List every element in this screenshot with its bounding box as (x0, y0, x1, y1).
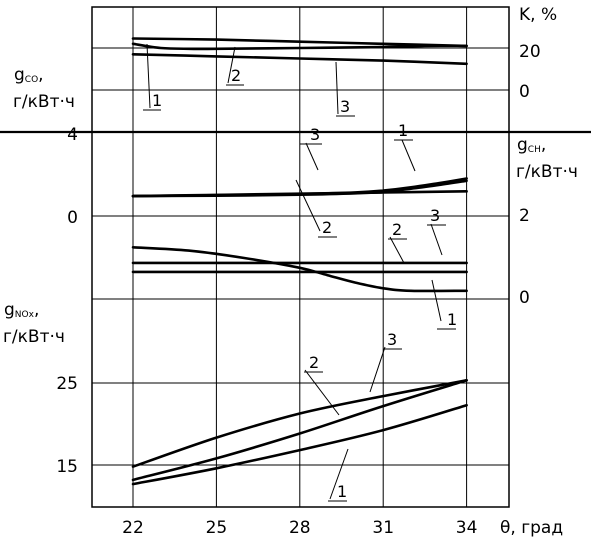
co-axis-label-unit: г/кВт·ч (13, 92, 75, 112)
co-label-leader (146, 43, 151, 109)
ch-left-tick: 0 (67, 208, 78, 228)
x-axis-label: θ, град (500, 518, 563, 538)
ch-series-label-3: 3 (310, 125, 320, 144)
co-series-2-line (131, 37, 468, 48)
nox-label-leader (304, 369, 340, 416)
nox-axis-label: gNOx, (4, 300, 39, 320)
k-series-label-2: 2 (392, 220, 402, 239)
co-series-3-line (131, 53, 468, 66)
nox-series-label-2: 2 (309, 353, 319, 372)
nox-series-label-3: 3 (387, 330, 397, 349)
nox-axis-label-unit: г/кВт·ч (3, 327, 65, 347)
k-right-tick: 20 (519, 42, 541, 62)
k-series-label-1: 1 (447, 310, 457, 329)
nox-series-2-line (131, 379, 468, 468)
k-label-leader (431, 279, 442, 322)
k-series-1-line (131, 246, 468, 293)
ch-series-label-2: 2 (322, 218, 332, 237)
ch-axis-label-unit: г/кВт·ч (516, 162, 578, 182)
ch-label-leader (295, 179, 321, 232)
axis-labels: θ, град gCO, г/кВт·ч gCH, г/кВт·ч gNOx, г/кВт·… (3, 5, 578, 538)
co-label-leader (335, 61, 339, 115)
x-tick-label: 22 (122, 518, 144, 538)
co-series-label-2: 2 (231, 66, 241, 85)
ch-label-leader (305, 142, 319, 171)
k-series-label-3: 3 (430, 206, 440, 225)
nox-series-1-line (131, 403, 468, 486)
ch-right-tick: 0 (519, 288, 530, 308)
co-series-label-3: 3 (340, 97, 350, 116)
co-axis-label: gCO, (14, 65, 44, 85)
k-label-leader (389, 236, 405, 264)
x-tick-label: 25 (206, 518, 228, 538)
plot-frame (91, 6, 510, 508)
ch-axis-label: gCH, (517, 135, 546, 155)
nox-series-label-1: 1 (337, 482, 347, 501)
nox-left-tick: 25 (56, 374, 78, 394)
nox-series-3-line (131, 379, 468, 482)
co-left-tick: 4 (67, 125, 78, 145)
k-label-leader (430, 223, 443, 256)
ch-right-tick: 2 (519, 206, 530, 226)
x-tick-label: 34 (456, 518, 478, 538)
x-tick-label: 31 (372, 518, 394, 538)
ch-series-3-line (131, 190, 468, 198)
nox-label-leader (329, 448, 349, 500)
nox-left-tick: 15 (56, 457, 78, 477)
x-tick-label: 28 (289, 518, 311, 538)
co-label-leader (227, 46, 236, 84)
ch-series-label-1: 1 (398, 121, 408, 140)
grid (0, 6, 591, 508)
co-series-label-1: 1 (152, 91, 162, 110)
series-labels: 1 2 3 1 2 3 1 2 3 1 2 3 (143, 43, 457, 502)
nox-label-leader (369, 346, 386, 393)
k-axis-label: K, % (519, 5, 557, 25)
series-lines (131, 37, 468, 486)
k-right-tick: 0 (519, 82, 530, 102)
co-series-1-line (131, 42, 468, 51)
ch-label-leader (401, 139, 416, 172)
